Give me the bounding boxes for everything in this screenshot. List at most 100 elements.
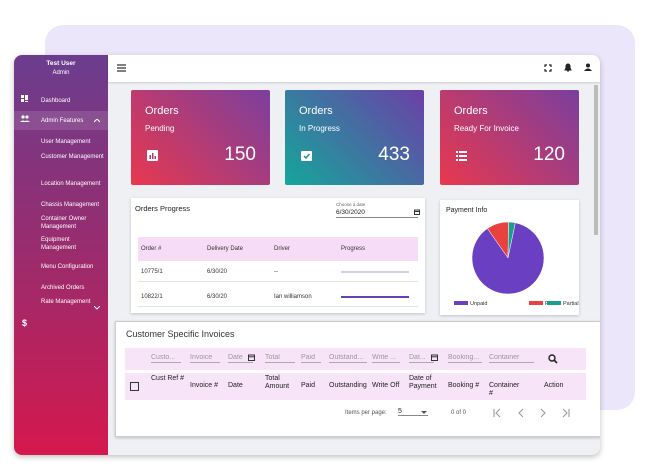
card-count: 150 xyxy=(224,144,256,165)
expand-icon[interactable] xyxy=(94,119,100,123)
dropdown-arrow[interactable] xyxy=(421,411,427,415)
pie-slice xyxy=(471,222,545,295)
nav-item[interactable]: Location Management xyxy=(41,181,101,187)
table-header: Outstanding xyxy=(329,382,367,389)
header-row-bg xyxy=(125,373,586,400)
items-per-page-select[interactable]: 5 xyxy=(398,408,428,416)
table-header: Delivery Date xyxy=(207,246,244,252)
calendar-icon[interactable] xyxy=(414,209,420,215)
card-title: Orders xyxy=(299,105,333,117)
fullscreen-icon[interactable] xyxy=(544,64,552,72)
nav-item[interactable]: Admin Features xyxy=(41,118,84,124)
panel-title: Payment Info xyxy=(446,207,488,214)
stat-card: Orders Pending 150 xyxy=(131,90,270,185)
table-header: Paid xyxy=(301,382,316,389)
stat-card: Orders In Progress 433 xyxy=(285,90,424,185)
filter-input[interactable]: Write ... xyxy=(372,354,400,363)
payment-info-panel: Payment Info UnpaidPaidPartial xyxy=(440,200,579,315)
filter-row-bg xyxy=(125,348,586,370)
panel-title: Orders Progress xyxy=(135,204,191,213)
orders-progress-panel: Orders Progress Choose a date 6/30/2020 … xyxy=(131,198,425,313)
table-header: Write Off xyxy=(372,382,400,389)
nav-item[interactable]: Dashboard xyxy=(41,98,71,104)
progress-bar xyxy=(341,296,409,298)
legend-label: Unpaid xyxy=(470,301,487,307)
search-icon[interactable] xyxy=(548,354,558,364)
filter-input[interactable]: Dat... xyxy=(409,354,434,363)
legend-swatch xyxy=(529,301,543,305)
card-subtitle: In Progress xyxy=(299,124,340,133)
cell: 10822/1 xyxy=(141,294,163,300)
cell: 6/30/20 xyxy=(207,269,228,275)
card-title: Orders xyxy=(454,105,488,117)
bell-icon[interactable] xyxy=(564,63,572,72)
table-header: Date xyxy=(228,382,243,389)
user-icon[interactable] xyxy=(584,63,592,72)
filter-input[interactable]: Container xyxy=(489,354,534,363)
items-per-page-label: Items per page: xyxy=(345,410,387,416)
card-icon xyxy=(301,151,312,161)
nav-item[interactable]: Chassis Management xyxy=(41,202,100,208)
date-input[interactable]: 6/30/2020 xyxy=(336,209,418,218)
pagination-controls[interactable] xyxy=(491,408,581,418)
row-divider xyxy=(138,281,418,282)
calendar-icon[interactable] xyxy=(248,354,255,361)
cell: 6/30/20 xyxy=(207,294,228,300)
date-label: Choose a date xyxy=(336,202,366,207)
filter-input[interactable]: Invoice xyxy=(190,354,220,363)
page-range: 0 of 0 xyxy=(451,410,467,416)
app-window: Test User Admin Dashboard Admin Features U… xyxy=(14,55,600,455)
calendar-icon[interactable] xyxy=(431,354,438,361)
panel-title: Customer Specific Invoices xyxy=(126,329,235,339)
card-count: 120 xyxy=(533,144,565,165)
card-subtitle: Pending xyxy=(145,124,175,133)
card-subtitle: Ready For Invoice xyxy=(454,124,519,133)
svg-text:$: $ xyxy=(22,318,27,328)
nav-item[interactable]: Menu Configuration xyxy=(41,264,94,270)
nav-item[interactable]: Customer Management xyxy=(41,154,104,160)
cell: Ian williamson xyxy=(274,294,312,300)
scrollbar xyxy=(594,85,598,235)
table-header: Container # xyxy=(489,382,520,397)
table-header: Progress xyxy=(341,246,366,252)
table-header: Action xyxy=(544,382,564,389)
menu-icon[interactable] xyxy=(117,64,127,72)
select-all-checkbox[interactable] xyxy=(130,382,139,391)
expand-icon[interactable] xyxy=(94,306,100,310)
table-header: Order # xyxy=(141,246,162,252)
nav-item[interactable]: Container Owner Management xyxy=(41,216,87,230)
nav-item[interactable]: User Management xyxy=(41,139,91,145)
table-header: Booking # xyxy=(448,382,480,389)
legend-swatch xyxy=(547,301,561,305)
filter-input[interactable]: Date xyxy=(228,354,253,363)
nav-item[interactable]: Rate Management xyxy=(41,299,91,305)
progress-track xyxy=(341,271,409,273)
filter-input[interactable]: Total xyxy=(265,354,295,363)
card-count: 433 xyxy=(378,144,410,165)
table-header: Driver xyxy=(274,246,290,252)
filter-input[interactable]: Booking... xyxy=(448,354,482,363)
filter-input[interactable]: Paid xyxy=(301,354,321,363)
row-divider xyxy=(138,306,418,307)
cell: 10775/1 xyxy=(141,269,163,275)
table-header: Cust Ref # xyxy=(151,375,185,382)
topbar xyxy=(108,55,600,82)
user-role: Admin xyxy=(52,70,70,76)
nav-item[interactable]: Archived Orders xyxy=(41,285,85,291)
filter-input[interactable]: Outstand... xyxy=(329,354,367,363)
table-header-bg xyxy=(138,237,418,261)
invoices-panel: Customer Specific Invoices Items per pag… xyxy=(115,321,600,437)
filter-input[interactable]: Custo... xyxy=(151,354,181,363)
pie-chart: UnpaidPaidPartial xyxy=(454,221,579,307)
nav-icons: $ xyxy=(20,95,30,328)
user-name: Test User xyxy=(46,60,76,67)
legend-swatch xyxy=(454,301,468,305)
card-title: Orders xyxy=(145,105,179,117)
stat-card: Orders Ready For Invoice 120 xyxy=(440,90,579,185)
table-header: Total Amount xyxy=(265,375,290,390)
nav-item[interactable]: Equipment Management xyxy=(41,237,77,251)
table-header: Date of Payment xyxy=(409,375,437,390)
card-icon xyxy=(456,151,467,161)
sidebar: Test User Admin Dashboard Admin Features U… xyxy=(14,55,108,455)
